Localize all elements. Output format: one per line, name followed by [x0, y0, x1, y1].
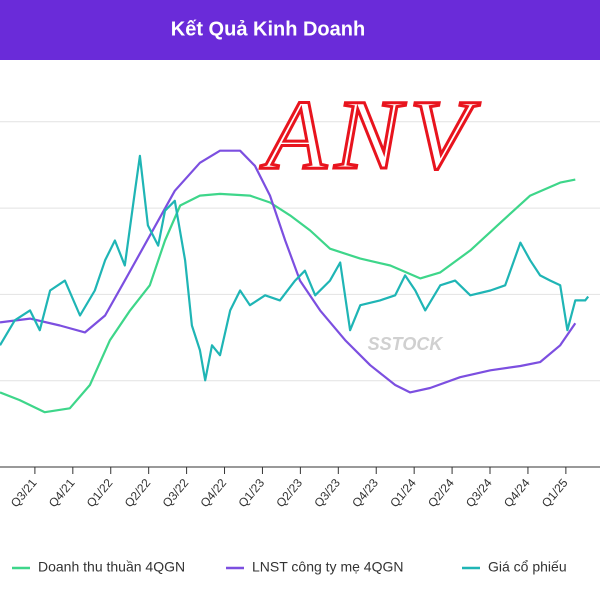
x-tick-label: Q2/22: [122, 476, 154, 510]
x-tick-label: Q3/21: [8, 476, 40, 510]
x-tick-label: Q4/24: [501, 476, 533, 510]
series-line: [0, 178, 576, 414]
x-tick-label: Q4/22: [198, 476, 230, 510]
watermark: SSTOCK: [368, 334, 445, 354]
legend-label: LNST công ty mẹ 4QGN: [252, 559, 403, 575]
legend-label: Giá cổ phiếu: [488, 559, 567, 575]
x-tick-label: Q2/23: [273, 476, 305, 510]
x-tick-label: Q4/21: [46, 476, 78, 510]
series-line: [0, 154, 590, 382]
handwritten-annotation: ANV: [260, 79, 481, 190]
x-tick-label: Q2/24: [425, 476, 457, 510]
x-tick-label: Q3/22: [160, 476, 192, 510]
x-tick-label: Q1/25: [539, 476, 571, 510]
chart-title: Kết Quả Kinh Doanh: [171, 18, 365, 40]
x-tick-label: Q4/23: [349, 476, 381, 510]
header-bar: [0, 0, 600, 60]
series-line: [0, 149, 577, 394]
x-tick-label: Q3/24: [463, 476, 495, 510]
x-tick-label: Q1/22: [84, 476, 116, 510]
x-tick-label: Q1/23: [235, 476, 267, 510]
x-tick-label: Q1/24: [387, 476, 419, 510]
x-tick-label: Q3/23: [311, 476, 343, 510]
legend-label: Doanh thu thuần 4QGN: [38, 559, 185, 575]
